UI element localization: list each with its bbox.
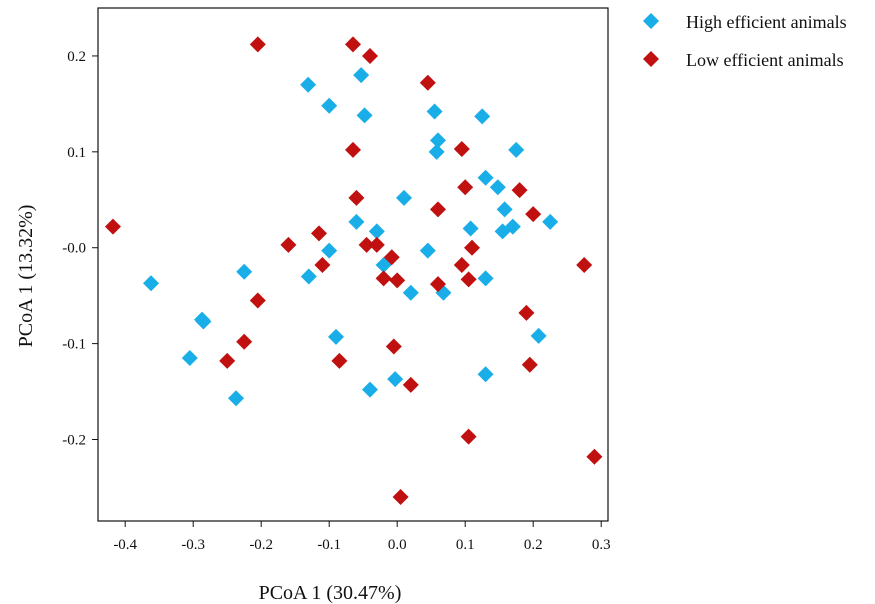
data-point-low-efficient: [331, 352, 348, 369]
data-point-high-efficient: [496, 201, 513, 218]
data-point-low-efficient: [453, 256, 470, 273]
data-point-low-efficient: [419, 74, 436, 91]
data-point-high-efficient: [477, 366, 494, 383]
data-point-low-efficient: [219, 352, 236, 369]
plot-frame: [97, 7, 609, 522]
y-tick-label: -0.1: [62, 337, 86, 353]
data-point-high-efficient: [426, 103, 443, 120]
data-point-high-efficient: [489, 179, 506, 196]
data-point-high-efficient: [477, 270, 494, 287]
data-point-high-efficient: [419, 242, 436, 259]
data-point-low-efficient: [375, 270, 392, 287]
data-point-low-efficient: [576, 256, 593, 273]
data-point-low-efficient: [249, 292, 266, 309]
data-point-high-efficient: [368, 223, 385, 240]
data-point-low-efficient: [345, 36, 361, 53]
data-point-low-efficient: [464, 239, 480, 256]
data-point-low-efficient: [389, 272, 406, 289]
data-point-low-efficient: [385, 338, 402, 355]
data-point-high-efficient: [356, 107, 373, 124]
data-point-low-efficient: [383, 249, 400, 266]
data-point-low-efficient: [392, 489, 409, 506]
data-point-low-efficient: [430, 276, 446, 293]
x-tick-label: 0.1: [456, 537, 475, 553]
data-point-high-efficient: [504, 218, 521, 235]
data-point-low-efficient: [368, 236, 385, 253]
data-point-low-efficient: [521, 356, 538, 373]
y-axis-title: PCoA 1 (13.32%): [15, 205, 37, 348]
data-point-low-efficient: [430, 201, 446, 218]
data-point-high-efficient: [353, 67, 370, 84]
data-point-high-efficient: [387, 371, 404, 388]
data-point-high-efficient: [328, 328, 344, 345]
data-point-low-efficient: [457, 179, 474, 196]
data-point-high-efficient: [228, 390, 245, 407]
data-point-low-efficient: [525, 206, 542, 223]
data-point-low-efficient: [345, 141, 361, 158]
data-point-low-efficient: [402, 376, 419, 393]
data-point-high-efficient: [195, 313, 212, 330]
x-axis: -0.4 -0.3 -0.2 -0.1 0.0 0.1 0.2 0.3: [113, 521, 611, 553]
y-tick-label: -0.0: [62, 241, 86, 257]
data-point-high-efficient: [300, 76, 317, 93]
data-point-low-efficient: [311, 225, 327, 242]
x-tick-label: 0.0: [388, 537, 407, 553]
data-point-high-efficient: [181, 349, 198, 366]
data-point-low-efficient: [236, 333, 253, 350]
data-point-high-efficient: [321, 242, 338, 259]
legend-marker-low-efficient: [643, 51, 659, 67]
data-point-high-efficient: [396, 189, 412, 206]
x-tick-label: -0.1: [317, 537, 341, 553]
legend: High efficient animals Low efficient ani…: [643, 12, 847, 70]
legend-label-low-efficient: Low efficient animals: [686, 50, 844, 70]
data-point-low-efficient: [586, 448, 603, 465]
data-points: [104, 36, 603, 506]
data-point-high-efficient: [402, 284, 419, 301]
data-point-high-efficient: [477, 169, 494, 186]
data-point-low-efficient: [280, 236, 297, 253]
data-point-low-efficient: [249, 36, 266, 53]
data-point-high-efficient: [143, 275, 160, 292]
data-point-low-efficient: [511, 182, 528, 199]
x-tick-label: 0.3: [592, 537, 611, 553]
data-point-low-efficient: [314, 256, 331, 273]
y-axis: 0.2 0.1 -0.0 -0.1 -0.2: [62, 49, 98, 448]
data-point-high-efficient: [474, 108, 491, 125]
legend-marker-high-efficient: [643, 13, 659, 29]
data-point-high-efficient: [348, 213, 365, 230]
data-point-high-efficient: [321, 97, 338, 114]
data-point-high-efficient: [530, 327, 547, 344]
data-point-high-efficient: [362, 381, 378, 398]
data-point-low-efficient: [358, 236, 375, 253]
data-point-high-efficient: [542, 213, 559, 230]
data-point-low-efficient: [518, 304, 535, 321]
data-point-low-efficient: [348, 189, 365, 206]
data-point-low-efficient: [460, 271, 477, 288]
y-tick-label: -0.2: [62, 432, 86, 448]
data-point-high-efficient: [462, 220, 479, 237]
y-tick-label: 0.1: [67, 145, 86, 161]
x-tick-label: -0.2: [249, 537, 273, 553]
data-point-low-efficient: [362, 47, 378, 64]
data-point-low-efficient: [104, 218, 121, 235]
data-point-high-efficient: [236, 263, 253, 280]
x-tick-label: -0.4: [113, 537, 137, 553]
data-point-high-efficient: [508, 141, 525, 158]
data-point-high-efficient: [430, 132, 446, 149]
y-tick-label: 0.2: [67, 49, 86, 65]
legend-label-high-efficient: High efficient animals: [686, 12, 847, 32]
x-axis-title: PCoA 1 (30.47%): [259, 582, 402, 604]
data-point-high-efficient: [300, 268, 317, 285]
x-tick-label: -0.3: [181, 537, 205, 553]
data-point-low-efficient: [453, 140, 470, 157]
data-point-high-efficient: [428, 143, 445, 160]
x-tick-label: 0.2: [524, 537, 543, 553]
data-point-low-efficient: [460, 428, 477, 445]
